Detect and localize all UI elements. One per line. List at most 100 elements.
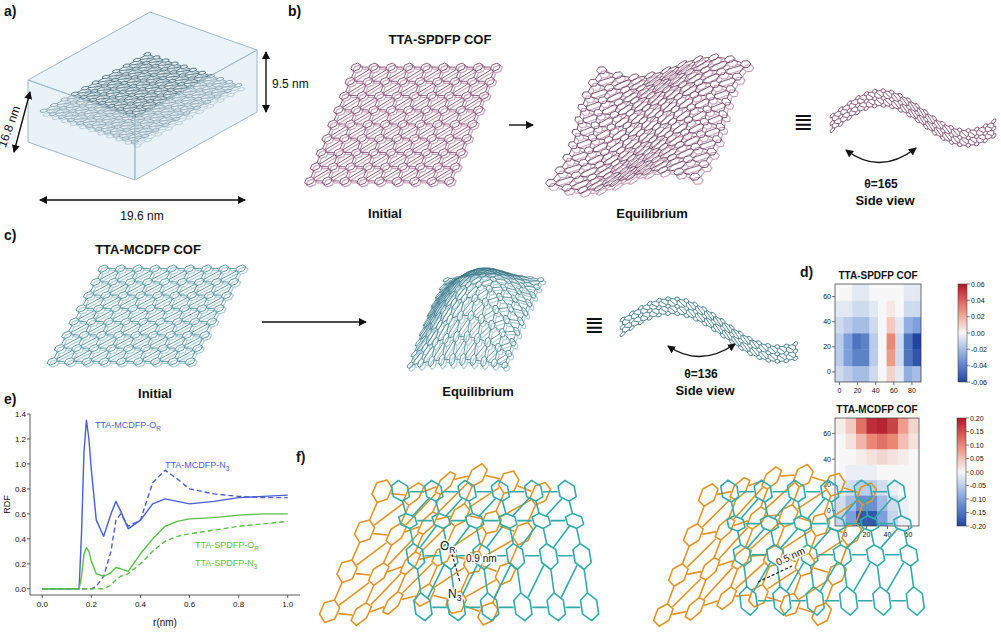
tick-label: 0 — [838, 387, 842, 394]
series-label: TTA-MCDFP-OR — [95, 420, 161, 432]
heat-cell — [887, 300, 896, 317]
tick-label: 40 — [823, 318, 831, 325]
heat-cell — [844, 366, 853, 382]
equivalence: ≣ — [793, 108, 813, 135]
tick-label: 0.6 — [184, 600, 196, 609]
heat-cell — [904, 366, 913, 382]
label: Equilibrium — [442, 384, 514, 399]
colorbar — [957, 418, 966, 526]
heat-cell — [887, 333, 896, 350]
heat-cell — [895, 366, 904, 382]
heat-cell — [877, 464, 888, 480]
cof-lattice — [305, 63, 501, 185]
dimension: 19.6 nm — [120, 209, 163, 223]
heat-cell — [904, 300, 913, 317]
side-view — [830, 89, 996, 148]
heat-cell — [912, 300, 921, 317]
heat-cell — [856, 418, 867, 434]
heat-cell — [895, 349, 904, 366]
panel-label: c) — [4, 227, 16, 243]
tick-label: 60 — [823, 293, 831, 300]
heat-cell — [904, 349, 913, 366]
colorbar-tick-label: -0.10 — [970, 496, 986, 503]
lines — [42, 420, 287, 589]
dimension: 9.5 nm — [272, 77, 309, 91]
heat-cell — [846, 449, 857, 465]
heat-cell — [856, 464, 867, 480]
heat-cell — [844, 300, 853, 317]
tick-label: 40 — [823, 456, 831, 463]
heat-cell — [869, 284, 878, 301]
tick-label: 0 — [827, 368, 831, 375]
heat-cell — [909, 464, 920, 480]
x-axis — [30, 595, 300, 596]
title: TTA-SPDFP COF — [389, 32, 492, 47]
cof-lattice — [49, 267, 248, 367]
colorbar-tick-label: 0.10 — [970, 442, 984, 449]
heat-cell — [895, 284, 904, 301]
heat-cell — [888, 418, 899, 434]
heat-cell — [888, 433, 899, 449]
heat-cell — [898, 433, 909, 449]
heat-cell — [887, 366, 896, 382]
heat-cell — [861, 333, 870, 350]
tick — [27, 488, 30, 489]
heat-cell — [869, 317, 878, 334]
heat-cell — [869, 366, 878, 382]
colorbar-tick — [967, 284, 970, 285]
colorbar-tick — [966, 526, 969, 527]
heat-cell — [835, 366, 844, 382]
plot-frame — [835, 284, 921, 382]
tick — [27, 463, 30, 464]
heat-cell — [861, 300, 870, 317]
line-chart: 0.00.20.40.60.81.00.00.20.40.60.81.01.21… — [2, 410, 300, 628]
heat-cell — [904, 317, 913, 334]
tick-label: 20 — [823, 343, 831, 350]
tick — [832, 346, 835, 347]
title: TTA-SPDFP COF — [838, 270, 917, 281]
label: Initial — [138, 386, 172, 401]
tick-label: 0.0 — [15, 585, 27, 594]
heat-cell — [867, 433, 878, 449]
tick — [91, 595, 92, 598]
heat-cell — [912, 366, 921, 382]
colorbar-tick — [966, 499, 969, 500]
heat-cell — [867, 464, 878, 480]
heat-cell — [852, 317, 861, 334]
colorbar-tick-label: -0.04 — [971, 362, 987, 369]
panel-label: a) — [4, 3, 16, 19]
tick-label: 20 — [863, 531, 871, 538]
series-label: TTA-SPDFP-OR — [195, 540, 259, 552]
colorbar-tick — [967, 316, 970, 317]
tick-label: 0.8 — [15, 485, 27, 494]
subscript: 3 — [254, 563, 258, 570]
panel-label: b) — [288, 3, 301, 19]
background — [0, 0, 1001, 633]
cof-lattice — [546, 54, 751, 194]
heat-cell — [898, 449, 909, 465]
heat-cell — [852, 284, 861, 301]
heat-cell — [835, 464, 846, 480]
colorbar-tick — [967, 300, 970, 301]
colorbar-tick — [966, 472, 969, 473]
tick-label: 1.0 — [282, 600, 294, 609]
heat-cell — [878, 317, 887, 334]
arrow — [509, 124, 533, 125]
heat-cell — [867, 449, 878, 465]
heat-cell — [846, 433, 857, 449]
colorbar-tick — [967, 333, 970, 334]
series-line — [42, 420, 287, 589]
colorbar-tick-label: 0.05 — [970, 455, 984, 462]
heat-cell — [867, 418, 878, 434]
colorbar-tick — [967, 349, 970, 350]
heat-cell — [887, 349, 896, 366]
heat-cell — [878, 366, 887, 382]
axis-label: RDF — [2, 495, 12, 514]
heat-cell — [846, 464, 857, 480]
subscript: R — [156, 425, 161, 432]
heat-cell — [878, 333, 887, 350]
tick-label: 0 — [827, 507, 831, 514]
heat-cell — [909, 480, 920, 496]
colorbar-tick-label: 0.06 — [971, 281, 985, 288]
angle: θ=136 — [684, 367, 718, 381]
